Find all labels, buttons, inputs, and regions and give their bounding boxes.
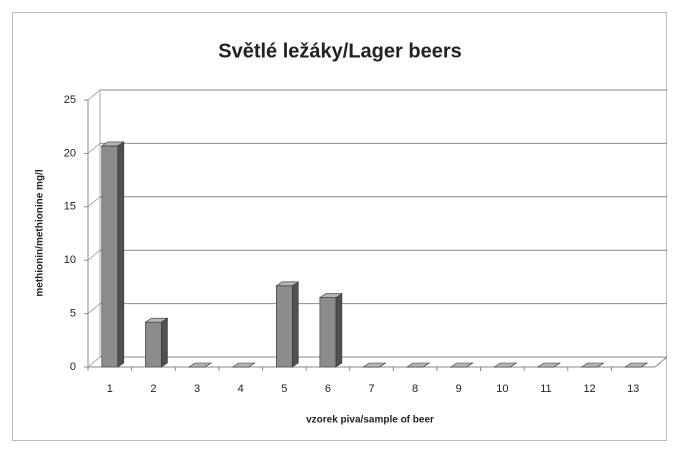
bar xyxy=(362,362,387,368)
bar-side xyxy=(335,293,343,368)
y-tick-label: 25 xyxy=(64,94,76,106)
bar xyxy=(406,362,431,368)
floor-right xyxy=(654,356,668,368)
y-tick-label: 20 xyxy=(64,147,76,159)
grid-line-side xyxy=(87,89,101,101)
bar xyxy=(493,362,518,368)
bar xyxy=(100,141,125,368)
x-tick-label: 11 xyxy=(540,383,551,395)
y-tick-label: 5 xyxy=(70,308,76,320)
bar-top xyxy=(362,362,387,368)
bar-top xyxy=(624,362,649,368)
bar-top xyxy=(406,362,431,368)
bar-top xyxy=(318,293,343,298)
x-tick-label: 13 xyxy=(627,383,639,395)
y-tick-label: 0 xyxy=(70,361,76,373)
grid-line-side xyxy=(87,196,101,208)
bar xyxy=(188,362,213,368)
y-tick-label: 10 xyxy=(64,254,76,266)
bar xyxy=(144,317,169,368)
x-tick-label: 9 xyxy=(456,383,462,395)
x-tick-label: 7 xyxy=(368,383,374,395)
x-tick-label: 10 xyxy=(496,383,508,395)
x-tick-label: 4 xyxy=(238,383,244,395)
bar-side xyxy=(117,141,125,368)
bar xyxy=(231,362,256,368)
bar-top xyxy=(144,317,169,323)
bar-top xyxy=(231,362,256,368)
y-tick-label: 15 xyxy=(64,201,76,213)
bar-top xyxy=(493,362,518,368)
grid-line-side xyxy=(87,303,101,314)
x-tick-label: 2 xyxy=(150,383,156,395)
x-tick-label: 5 xyxy=(281,383,287,395)
bar-side xyxy=(291,281,299,368)
x-axis-label: vzorek piva/sample of beer xyxy=(306,415,434,426)
bar-front xyxy=(145,321,162,368)
grid-line-side xyxy=(87,143,101,154)
bar-top xyxy=(100,141,125,147)
y-axis-label: methionin/methionine mg/l xyxy=(35,169,46,296)
bar-front xyxy=(275,285,293,368)
grid-line-side xyxy=(87,249,101,261)
bar-top xyxy=(580,362,605,368)
bar-top xyxy=(188,362,213,368)
bar-top xyxy=(449,362,474,368)
x-tick-label: 1 xyxy=(107,383,113,395)
bar-front xyxy=(101,145,119,368)
x-tick-label: 12 xyxy=(583,383,595,395)
bar-side xyxy=(161,317,168,368)
x-tick-label: 3 xyxy=(194,383,200,395)
bar xyxy=(536,362,561,368)
bar xyxy=(318,293,343,368)
bar xyxy=(624,362,649,368)
bar-front xyxy=(319,297,337,368)
chart-title: Světlé ležáky/Lager beers xyxy=(218,40,461,62)
bar-top xyxy=(536,362,561,368)
bar-top xyxy=(275,281,300,287)
grid-line-side xyxy=(87,356,101,368)
bar xyxy=(449,362,474,368)
x-tick-label: 8 xyxy=(412,383,418,395)
bar xyxy=(275,281,300,368)
x-tick-label: 6 xyxy=(325,383,331,395)
bar xyxy=(580,362,605,368)
